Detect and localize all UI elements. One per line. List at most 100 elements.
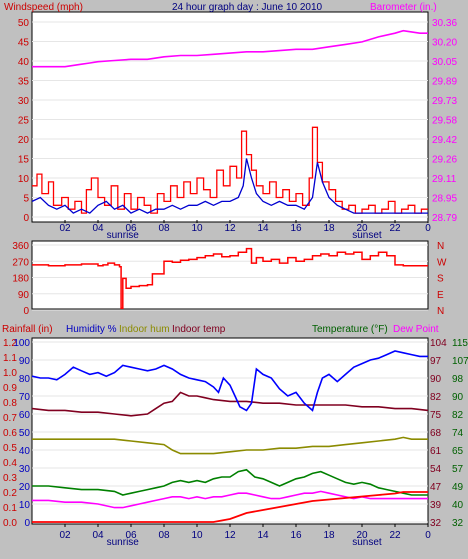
- wind-tick-label: 25: [18, 116, 30, 127]
- sunrise-label-bottom: sunrise: [107, 537, 140, 548]
- barometer-line: [32, 29, 428, 68]
- temp-x-tick-label: 02: [59, 530, 71, 541]
- intemp-tick-label: 75: [430, 410, 442, 421]
- wind-x-tick-label: 10: [191, 223, 203, 234]
- dir-compass-label: S: [437, 274, 444, 285]
- wind-x-tick-label: 0: [425, 223, 431, 234]
- temp-x-tick-label: 12: [224, 530, 236, 541]
- temperature-line: [32, 468, 428, 496]
- dir-tick-label: 90: [18, 290, 30, 301]
- dewpoint-label: Dew Point: [393, 324, 439, 335]
- temp-tick-label: 65: [452, 446, 464, 457]
- wind-x-tick-label: 06: [125, 223, 137, 234]
- intemp-tick-label: 90: [430, 374, 442, 385]
- intemp-tick-label: 39: [430, 500, 442, 511]
- rain-tick-label: 0.2: [3, 488, 17, 499]
- intemp-tick-label: 104: [430, 338, 447, 349]
- wind-tick-label: 15: [18, 155, 30, 166]
- rain-tick-label: 0.0: [3, 518, 17, 529]
- wind-x-tick-label: 22: [389, 223, 401, 234]
- indoor-temp-line: [31, 391, 429, 417]
- temp-x-tick-label: 0: [425, 530, 431, 541]
- temp-x-tick-label: 06: [125, 530, 137, 541]
- direction-panel: [31, 240, 429, 310]
- rain-tick-label: 0.1: [3, 503, 17, 514]
- chart-layer: 5045403530252015105030.3630.2030.0529.89…: [3, 18, 468, 548]
- baro-tick-label: 29.73: [432, 96, 457, 107]
- wind-tick-label: 50: [18, 18, 30, 29]
- temp-tick-label: 90: [452, 392, 464, 403]
- wind-average-line: [31, 158, 428, 214]
- temp-x-tick-label: 08: [158, 530, 170, 541]
- dir-compass-label: W: [437, 257, 447, 268]
- rainfall-line: [32, 491, 428, 523]
- temp-x-tick-label: 16: [290, 530, 302, 541]
- hum-tick-label: 0: [24, 518, 30, 529]
- barometer-label: Barometer (in.): [370, 2, 437, 13]
- temp-x-tick-label: 18: [323, 530, 335, 541]
- baro-tick-label: 30.05: [432, 57, 457, 68]
- rain-tick-label: 0.4: [3, 458, 17, 469]
- wind-tick-label: 35: [18, 77, 30, 88]
- dir-compass-label: N: [437, 241, 444, 252]
- hum-tick-label: 100: [13, 338, 30, 349]
- rain-tick-label: 0.3: [3, 473, 17, 484]
- temp-x-tick-label: 10: [191, 530, 203, 541]
- hum-tick-label: 90: [19, 356, 31, 367]
- wind-tick-label: 40: [18, 57, 30, 68]
- wind-x-tick-label: 02: [59, 223, 71, 234]
- temp-tick-label: 40: [452, 500, 464, 511]
- wind-x-tick-label: 08: [158, 223, 170, 234]
- temp-x-tick-label: 22: [389, 530, 401, 541]
- temp-tick-label: 115: [452, 338, 468, 349]
- wind-panel: [31, 11, 429, 223]
- baro-tick-label: 28.95: [432, 194, 457, 205]
- wind-x-tick-label: 14: [257, 223, 269, 234]
- baro-tick-label: 30.36: [432, 18, 457, 29]
- wind-x-tick-label: 16: [290, 223, 302, 234]
- rain-tick-label: 0.8: [3, 398, 17, 409]
- wind-tick-label: 30: [18, 96, 30, 107]
- indoor-temp-label: Indoor temp: [172, 324, 226, 335]
- wind-tick-label: 45: [18, 38, 30, 49]
- wind-x-tick-label: 04: [92, 223, 104, 234]
- temp-tick-label: 32: [452, 518, 464, 529]
- wind-tick-label: 0: [23, 213, 29, 224]
- hum-tick-label: 80: [19, 374, 31, 385]
- intemp-tick-label: 54: [430, 464, 442, 475]
- dir-tick-label: 270: [12, 257, 29, 268]
- dir-tick-label: 180: [12, 274, 29, 285]
- temp-x-tick-label: 04: [92, 530, 104, 541]
- hum-tick-label: 50: [19, 428, 31, 439]
- intemp-tick-label: 97: [430, 356, 442, 367]
- intemp-tick-label: 32: [430, 518, 442, 529]
- baro-tick-label: 29.26: [432, 155, 457, 166]
- graph-title: 24 hour graph day : June 10 2010: [172, 2, 323, 13]
- humidity-label: Humidity %: [66, 324, 117, 335]
- temp-tick-label: 74: [452, 428, 464, 439]
- hum-tick-label: 10: [19, 500, 31, 511]
- wind-x-tick-label: 20: [356, 223, 368, 234]
- baro-tick-label: 30.20: [432, 38, 457, 49]
- wind-tick-label: 5: [23, 194, 29, 205]
- intemp-tick-label: 61: [430, 446, 442, 457]
- rain-tick-label: 0.9: [3, 383, 17, 394]
- indoor-hum-label: Indoor hum: [119, 324, 170, 335]
- dir-compass-label: N: [437, 306, 444, 317]
- dir-tick-label: 360: [12, 241, 29, 252]
- rain-tick-label: 0.7: [3, 413, 17, 424]
- wind-x-tick-label: 18: [323, 223, 335, 234]
- hum-tick-label: 30: [19, 464, 31, 475]
- hum-tick-label: 20: [19, 482, 31, 493]
- temp-tick-label: 107: [452, 356, 468, 367]
- rain-tick-label: 1.2: [3, 338, 17, 349]
- hum-tick-label: 40: [19, 446, 31, 457]
- sunset-label-bottom: sunset: [352, 537, 382, 548]
- temp-x-tick-label: 20: [356, 530, 368, 541]
- intemp-tick-label: 68: [430, 428, 442, 439]
- temp-x-tick-label: 14: [257, 530, 269, 541]
- baro-tick-label: 29.42: [432, 135, 457, 146]
- sunrise-label: sunrise: [107, 230, 140, 241]
